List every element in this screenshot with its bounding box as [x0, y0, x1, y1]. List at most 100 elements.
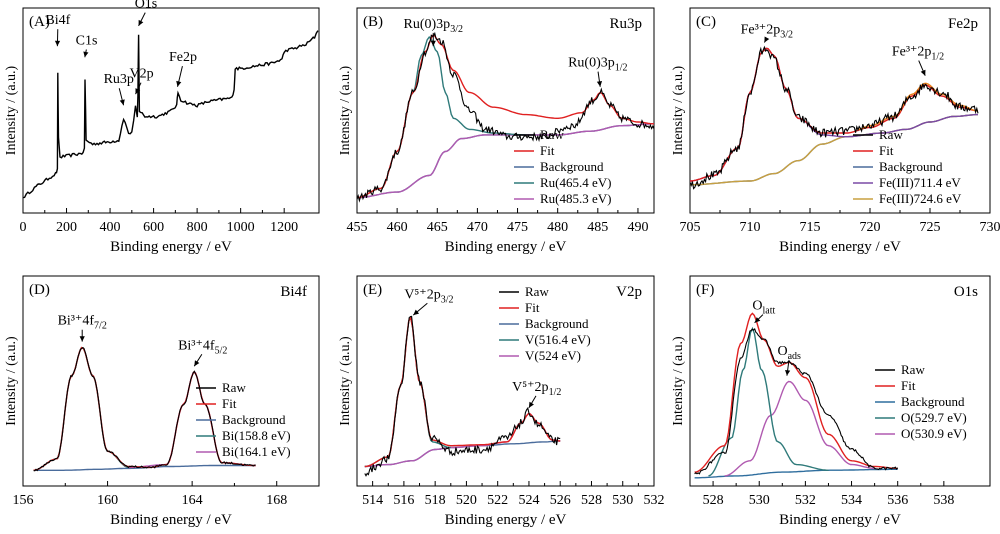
plot-area — [690, 45, 979, 190]
x-tick-label: 160 — [97, 493, 118, 508]
x-tick-label: 518 — [425, 493, 446, 508]
peak-annotation: Ru(0)3p1/2 — [568, 56, 627, 74]
legend-entry: Background — [879, 159, 943, 174]
panel-e: 514 516 518 520 522 524 526 528 530 532 Binding en… — [338, 275, 665, 528]
annotation-arrowhead — [194, 360, 200, 367]
x-tick-label: 538 — [933, 493, 954, 508]
y-axis-label: Intensity / (a.u.) — [671, 65, 686, 155]
peak-annotation: V⁵⁺2p3/2 — [404, 287, 453, 305]
x-axis-label: Binding energy / eV — [779, 512, 901, 528]
x-tick-label: 480 — [547, 220, 568, 235]
x-tick-label: 460 — [387, 220, 408, 235]
y-axis-label: Intensity / (a.u.) — [4, 336, 19, 426]
peak-annotation: Oads — [777, 344, 801, 362]
peak-annotation: O1s — [135, 0, 158, 12]
x-tick-label: 530 — [749, 493, 770, 508]
plot-frame — [22, 275, 320, 487]
panel-label: (B) — [363, 14, 383, 30]
chart-title: Fe2p — [948, 16, 978, 32]
plot-area — [23, 30, 319, 199]
annotation-arrowhead — [413, 309, 420, 316]
legend-entry: Raw — [525, 284, 549, 299]
panel-d: 156 160 164 168 Binding energy / eV Intensity… — [4, 275, 320, 528]
peak-annotation: Olatt — [752, 299, 775, 317]
legend-entry: Background — [540, 159, 604, 174]
x-tick-label: 168 — [266, 493, 287, 508]
chart-title: Bi4f — [280, 284, 307, 300]
x-tick-label: 534 — [841, 493, 862, 508]
plot-area — [694, 312, 899, 479]
chart-title: Ru3p — [609, 16, 642, 32]
legend-entry: Raw — [540, 127, 564, 142]
x-tick-label: 524 — [518, 493, 539, 508]
plot-frame — [22, 7, 320, 214]
x-tick-label: 528 — [703, 493, 724, 508]
series-bi-158-8-ev- — [33, 347, 129, 471]
series-ru-465-4-ev- — [357, 36, 526, 199]
annotation-arrowhead — [596, 81, 603, 87]
legend-entry: Background — [901, 394, 965, 409]
x-tick-label: 200 — [56, 220, 77, 235]
x-tick-label: 725 — [920, 220, 941, 235]
peak-annotation: C1s — [76, 33, 98, 48]
y-axis-label: Intensity / (a.u.) — [4, 65, 19, 155]
legend-entry: Background — [222, 412, 286, 427]
legend-entry: Fit — [901, 378, 916, 393]
legend-entry: Raw — [222, 380, 246, 395]
annotation-arrowhead — [754, 317, 761, 323]
x-axis-label: Binding energy / eV — [445, 239, 567, 255]
annotation-arrowhead — [430, 40, 436, 47]
x-axis-label: Binding energy / eV — [779, 239, 901, 255]
panel-label: (A) — [29, 14, 50, 30]
peak-annotation: Bi4f — [45, 13, 70, 28]
peak-annotation: Ru3p — [104, 72, 134, 87]
x-tick-label: 470 — [467, 220, 488, 235]
series-extra — [23, 30, 319, 199]
x-tick-label: 532 — [644, 493, 665, 508]
x-tick-label: 156 — [13, 493, 34, 508]
legend-entry: Fe(III)711.4 eV — [879, 175, 961, 190]
annotation-arrowhead — [920, 69, 926, 76]
legend-entry: Raw — [901, 362, 925, 377]
annotation-arrowhead — [54, 40, 61, 47]
legend-entry: Raw — [879, 127, 903, 142]
x-tick-label: 528 — [581, 493, 602, 508]
x-tick-label: 514 — [362, 493, 383, 508]
x-axis-label: Binding energy / eV — [110, 239, 232, 255]
x-tick-label: 530 — [612, 493, 633, 508]
series-o-530-9-ev- — [724, 380, 875, 477]
x-tick-label: 522 — [487, 493, 508, 508]
peak-annotation: Bi³⁺4f5/2 — [178, 338, 227, 356]
x-tick-label: 730 — [980, 220, 1000, 235]
legend-entry: Fit — [879, 143, 894, 158]
panel-label: (E) — [363, 282, 382, 298]
series-background — [694, 468, 898, 479]
x-tick-label: 715 — [800, 220, 821, 235]
legend-entry: V(524 eV) — [525, 348, 581, 363]
annotation-arrowhead — [176, 80, 182, 87]
series-raw — [33, 347, 256, 472]
x-tick-label: 526 — [550, 493, 571, 508]
x-axis-label: Binding energy / eV — [445, 512, 567, 528]
x-tick-label: 475 — [507, 220, 528, 235]
x-tick-label: 520 — [456, 493, 477, 508]
plot-frame — [689, 275, 991, 487]
series-o-529-7-ev- — [708, 326, 829, 477]
x-tick-label: 516 — [393, 493, 414, 508]
x-tick-label: 710 — [740, 220, 761, 235]
peak-annotation: Fe³⁺2p1/2 — [892, 45, 944, 63]
panel-label: (C) — [696, 14, 716, 30]
x-axis-label: Binding energy / eV — [110, 512, 232, 528]
legend-entry: Background — [525, 316, 589, 331]
x-tick-label: 465 — [427, 220, 448, 235]
x-tick-label: 490 — [627, 220, 648, 235]
legend-entry: Fe(III)724.6 eV — [879, 191, 962, 206]
series-fit — [694, 312, 898, 473]
panel-b: 455 460 465 470 475 480 485 490 Binding energy /… — [338, 7, 655, 255]
y-axis-label: Intensity / (a.u.) — [671, 336, 686, 426]
peak-annotation: V⁵⁺2p1/2 — [512, 380, 561, 398]
annotation-arrowhead — [119, 99, 125, 106]
x-tick-label: 400 — [100, 220, 121, 235]
annotation-arrowhead — [785, 369, 791, 376]
legend-entry: Bi(158.8 eV) — [222, 428, 291, 443]
